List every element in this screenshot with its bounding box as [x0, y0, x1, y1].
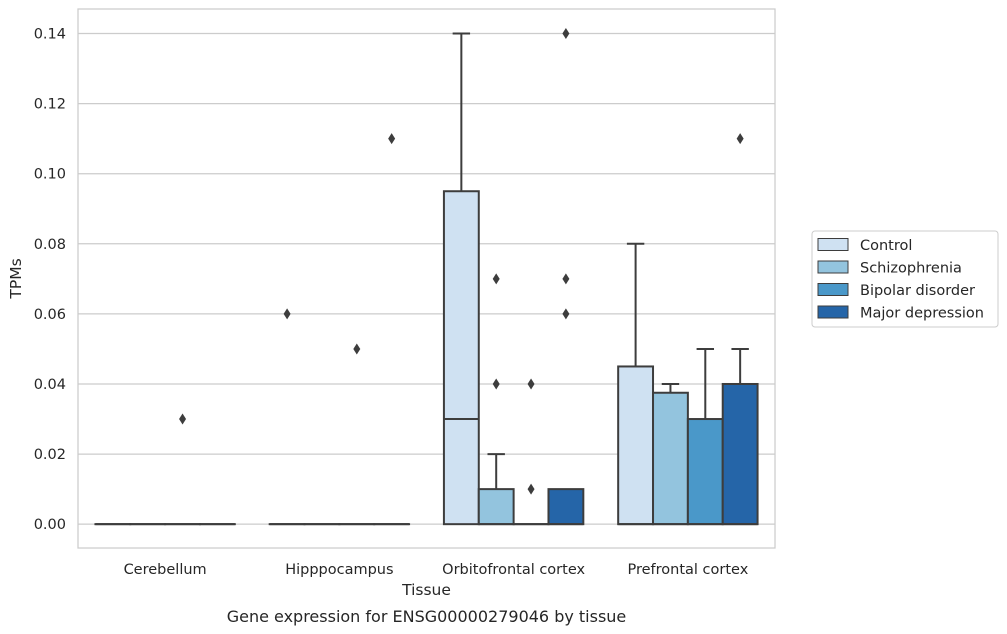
- y-axis-label: TPMs: [7, 258, 25, 299]
- outlier-point: [283, 308, 291, 320]
- box-body: [721, 382, 759, 526]
- legend-frame: [811, 230, 999, 328]
- box-major-depression: [721, 133, 759, 526]
- y-tick-label: 0.10: [34, 167, 66, 183]
- box-bipolar-disorder: [338, 343, 376, 526]
- legend-label: Control: [860, 238, 912, 254]
- outlier-point: [562, 28, 570, 40]
- box-schizophrenia: [652, 382, 689, 526]
- y-tick-label: 0.12: [34, 97, 66, 113]
- outlier-point: [492, 378, 500, 390]
- outlier-point: [388, 133, 396, 145]
- legend-swatch: [817, 238, 849, 251]
- box-body: [547, 488, 585, 526]
- outlier-point: [562, 273, 570, 285]
- y-tick-label: 0.04: [34, 377, 66, 393]
- x-tick-label: Prefrontal cortex: [627, 562, 748, 578]
- legend-swatch: [817, 260, 849, 274]
- legend-swatch: [817, 305, 849, 319]
- outlier-point: [353, 343, 361, 355]
- legend-label: Schizophrenia: [860, 261, 962, 277]
- y-tick-label: 0.06: [34, 307, 66, 323]
- y-axis-ticks: 0.00 0.02 0.04 0.06 0.08 0.10 0.12 0.14: [34, 27, 66, 534]
- chart-caption: Gene expression for ENSG00000279046 by t…: [227, 607, 627, 626]
- box-body: [652, 391, 689, 526]
- box-plot-marks: [94, 28, 759, 526]
- box-major-depression: [547, 28, 585, 526]
- x-tick-label: Cerebellum: [124, 562, 207, 578]
- legend-swatch: [817, 283, 849, 296]
- outlier-point: [527, 483, 535, 495]
- outlier-point: [179, 413, 187, 425]
- outlier-point: [736, 133, 744, 145]
- legend-label: Bipolar disorder: [860, 283, 975, 299]
- y-tick-label: 0.08: [34, 237, 66, 253]
- plot-frame: [77, 8, 776, 549]
- box-body: [442, 190, 480, 526]
- box-control: [442, 32, 480, 526]
- box-control: [268, 308, 306, 526]
- x-axis-ticks: Cerebellum Hipppocampus Orbitofrontal cort…: [124, 562, 749, 578]
- box-bipolar-disorder: [512, 378, 550, 526]
- box-schizophrenia: [477, 273, 515, 526]
- outlier-point: [492, 273, 500, 285]
- box-bipolar-disorder: [686, 347, 724, 526]
- y-tick-label: 0.00: [34, 517, 66, 533]
- y-tick-label: 0.14: [34, 27, 66, 43]
- x-tick-label: Hipppocampus: [285, 562, 393, 578]
- box-major-depression: [373, 133, 411, 526]
- box-body: [686, 418, 724, 526]
- x-tick-label: Orbitofrontal cortex: [442, 562, 585, 578]
- box-bipolar-disorder: [164, 413, 201, 526]
- outlier-point: [527, 378, 535, 390]
- box-body: [477, 488, 515, 526]
- y-tick-label: 0.02: [34, 447, 66, 463]
- x-axis-label: Tissue: [401, 581, 451, 599]
- box-control: [617, 242, 655, 526]
- legend: Control Schizophrenia Bipolar disorder Majo…: [811, 230, 999, 328]
- box-body: [617, 365, 655, 526]
- outlier-point: [562, 308, 570, 320]
- grid-lines: [78, 32, 775, 525]
- legend-label: Major depression: [860, 306, 984, 322]
